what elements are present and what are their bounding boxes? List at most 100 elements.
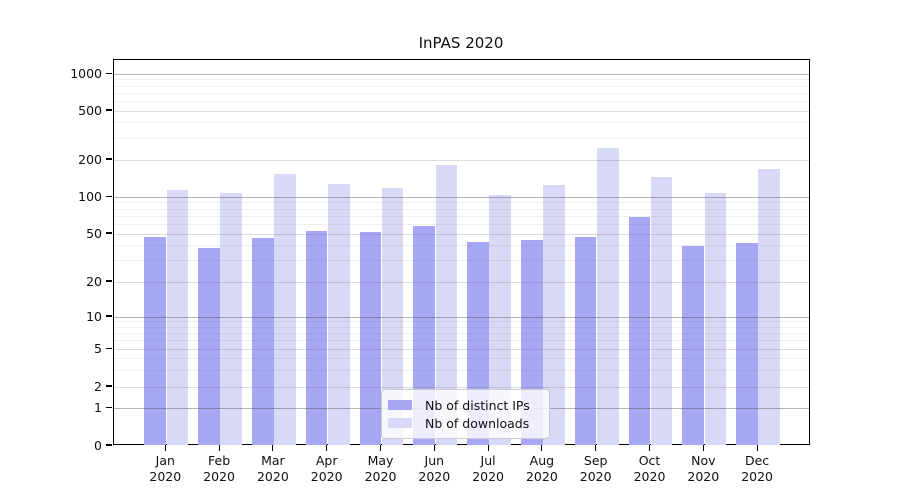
y-tick-label: 0 [94, 437, 102, 453]
legend-swatch-downloads [388, 418, 412, 428]
x-tick-mark [218, 445, 220, 451]
y-tick-mark [106, 280, 112, 282]
bar-downloads-jul [489, 195, 511, 445]
gridline-minor [113, 202, 809, 204]
y-tick-mark [106, 385, 112, 387]
gridline-minor [113, 215, 809, 217]
legend-swatch-distinct-ips [388, 400, 412, 410]
y-tick-label: 20 [86, 273, 102, 289]
x-tick-label: Oct 2020 [633, 453, 666, 484]
bar-distinct-ips-dec [736, 243, 758, 445]
x-tick-mark [541, 445, 543, 451]
bar-distinct-ips-may [359, 231, 382, 445]
gridline-minor [113, 333, 809, 335]
gridline-minor [113, 245, 809, 247]
x-tick-label: Jul 2020 [472, 453, 504, 484]
chart-title: InPAS 2020 [418, 34, 504, 52]
bar-distinct-ips-oct [628, 216, 651, 445]
legend: Nb of distinct IPs Nb of downloads [381, 389, 550, 439]
bar-downloads-aug [543, 184, 565, 445]
bar-distinct-ips-apr [305, 230, 328, 445]
bar-distinct-ips-feb [198, 248, 220, 445]
x-tick-label: Dec 2020 [741, 453, 773, 484]
x-tick-label: May 2020 [364, 453, 397, 484]
gridline [113, 349, 809, 350]
y-tick-mark [106, 195, 112, 197]
y-tick-mark [106, 406, 112, 409]
x-tick-mark [433, 445, 435, 451]
bar-downloads-apr [328, 184, 350, 445]
legend-item-downloads: Nb of downloads [388, 415, 541, 431]
y-tick-label: 10 [86, 308, 102, 324]
y-tick-label: 100 [78, 188, 102, 204]
gridline-minor [113, 85, 809, 87]
gridline-minor [113, 223, 809, 225]
y-tick-mark [106, 109, 112, 111]
x-tick-mark [756, 445, 758, 451]
x-tick-label: Nov 2020 [687, 453, 720, 484]
x-tick-label: Jan 2020 [149, 453, 182, 484]
bar-downloads-nov [704, 193, 727, 445]
gridline-minor [113, 92, 809, 94]
gridline-minor [113, 137, 809, 139]
gridline-minor [113, 208, 809, 210]
y-tick-label: 500 [78, 102, 102, 118]
bar-downloads-mar [274, 173, 296, 445]
bar-downloads-jun [435, 165, 458, 445]
y-tick-label: 50 [86, 225, 102, 241]
bar-distinct-ips-mar [252, 238, 274, 445]
gridline-minor [113, 340, 809, 342]
legend-item-distinct-ips: Nb of distinct IPs [388, 397, 541, 413]
gridline [113, 281, 809, 283]
bar-downloads-feb [220, 193, 242, 445]
y-tick-mark [106, 72, 112, 74]
bar-distinct-ips-jan [144, 237, 166, 445]
legend-label: Nb of downloads [425, 415, 530, 431]
y-tick-mark [106, 444, 112, 446]
x-tick-mark [487, 445, 489, 451]
gridline-major [113, 73, 809, 75]
y-tick-label: 5 [94, 341, 102, 356]
x-tick-label: Aug 2020 [525, 453, 558, 484]
bar-downloads-dec [758, 169, 780, 445]
x-tick-mark [379, 445, 382, 451]
gridline-minor [113, 369, 809, 371]
x-tick-mark [595, 445, 597, 451]
y-tick-label: 2 [94, 378, 102, 394]
x-tick-mark [164, 445, 166, 451]
x-tick-mark [702, 445, 704, 451]
gridline-minor [113, 326, 809, 328]
gridline [113, 159, 809, 161]
grid-layer [113, 60, 809, 445]
y-tick-mark [106, 347, 112, 350]
gridline-major [113, 316, 809, 318]
gridline [113, 386, 809, 388]
gridline-minor [113, 79, 809, 81]
gridline-minor [113, 100, 809, 102]
x-tick-label: Sep 2020 [579, 453, 612, 484]
bar-downloads-may [381, 187, 404, 445]
bar-distinct-ips-nov [682, 245, 704, 445]
bar-downloads-oct [650, 176, 673, 445]
gridline-minor [113, 260, 809, 262]
gridline-minor [113, 122, 809, 124]
y-tick-mark [106, 158, 112, 160]
x-tick-mark [326, 445, 328, 451]
x-tick-mark [648, 445, 651, 451]
bar-downloads-jan [166, 189, 189, 445]
gridline [113, 110, 809, 112]
plot-area: Nb of distinct IPs Nb of downloads [112, 58, 810, 445]
gridline-minor [113, 321, 809, 323]
legend-label: Nb of distinct IPs [425, 397, 530, 413]
x-tick-label: Feb 2020 [203, 453, 235, 484]
y-tick-label: 1000 [70, 65, 102, 81]
x-tick-label: Apr 2020 [310, 453, 343, 484]
x-tick-label: Mar 2020 [256, 453, 289, 484]
bar-downloads-sep [597, 148, 619, 445]
y-tick-label: 1 [94, 400, 102, 415]
y-tick-mark [106, 232, 112, 234]
y-tick-label: 200 [78, 151, 102, 167]
gridline-major [113, 196, 809, 198]
gridline-minor [113, 358, 809, 360]
